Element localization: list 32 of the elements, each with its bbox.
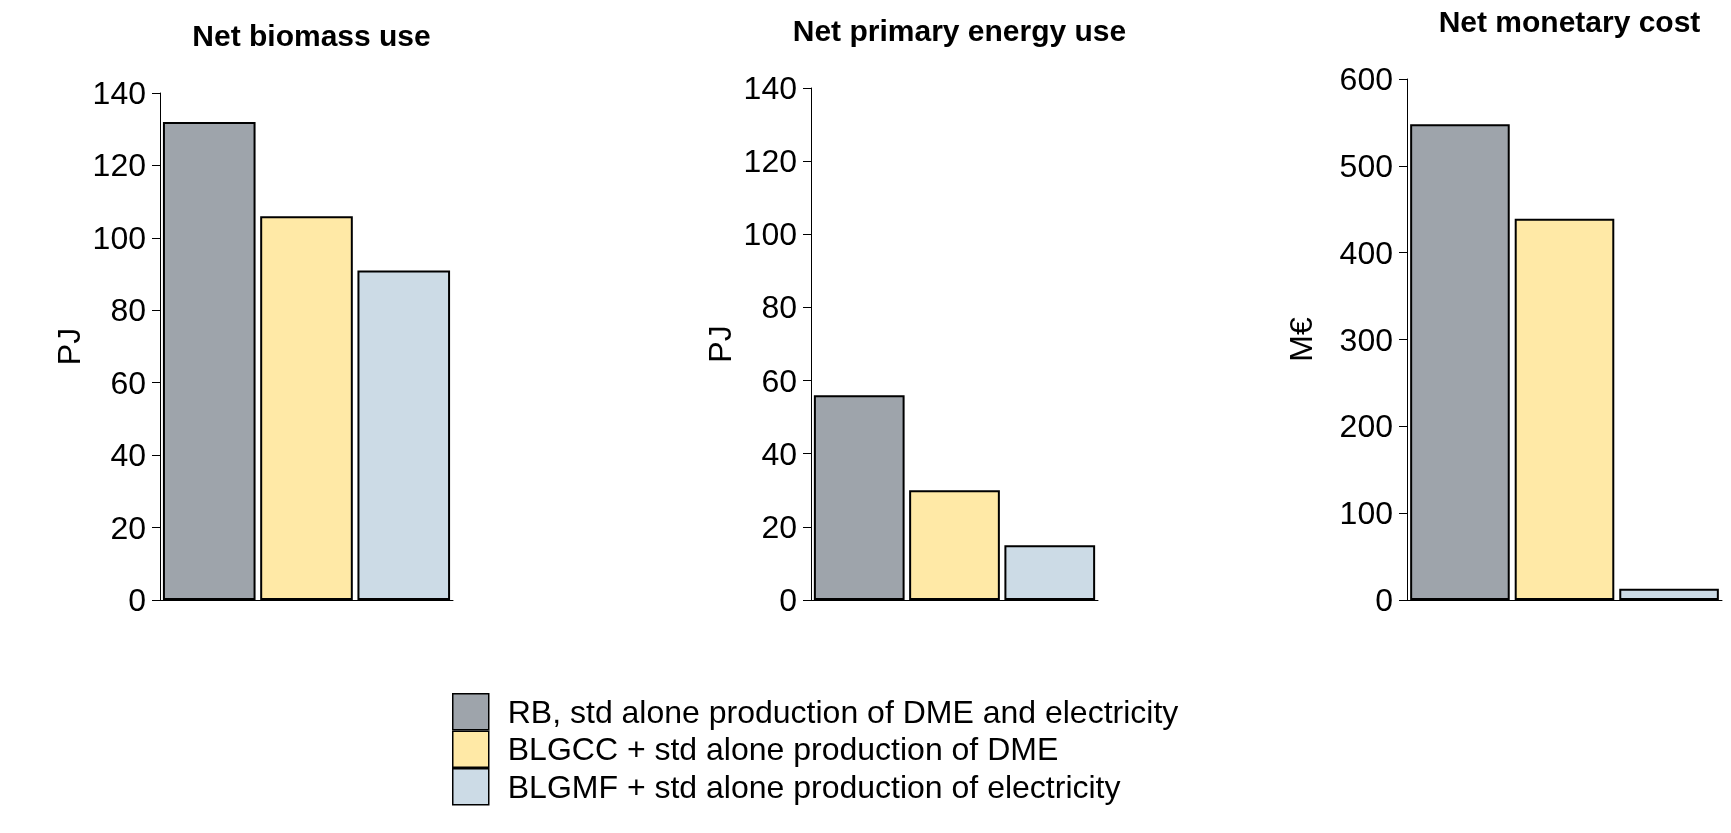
y-tick-label: 80 [761,289,797,326]
legend-label: BLGCC + std alone production of DME [507,731,1059,768]
y-tick-label: 80 [110,292,146,329]
chart-title: Net biomass use [192,18,431,52]
y-tick-label: 100 [743,216,797,253]
y-tick-label: 140 [743,70,797,106]
legend-label: BLGMF + std alone production of electricity [507,768,1121,805]
y-axis-title: M€ [1283,317,1319,362]
chart-title: Net monetary cost [1438,4,1701,38]
y-tick-label: 600 [1339,61,1393,97]
y-tick-label: 20 [761,508,797,545]
y-tick-label: 100 [1339,495,1393,532]
y-tick-label: 200 [1339,408,1393,445]
y-tick-label: 20 [110,509,146,546]
y-tick-label: 300 [1339,321,1393,358]
chart-title: Net primary energy use [792,13,1127,47]
y-tick-label: 140 [92,75,146,111]
y-tick-label: 0 [128,582,146,618]
y-axis-title: PJ [51,327,87,366]
y-tick-label: 120 [743,143,797,180]
y-tick-label: 40 [761,435,797,472]
y-tick-label: 400 [1339,234,1393,271]
legend-label: RB, std alone production of DME and electricity [507,693,1179,730]
y-axis-title: PJ [702,325,738,363]
y-tick-label: 120 [92,147,146,184]
y-tick-label: 500 [1339,147,1393,184]
y-tick-label: 60 [110,364,146,401]
y-tick-label: 0 [779,582,797,618]
y-tick-label: 40 [110,437,146,474]
y-tick-label: 100 [92,219,146,256]
y-tick-label: 60 [761,362,797,399]
y-tick-label: 0 [1375,582,1393,618]
